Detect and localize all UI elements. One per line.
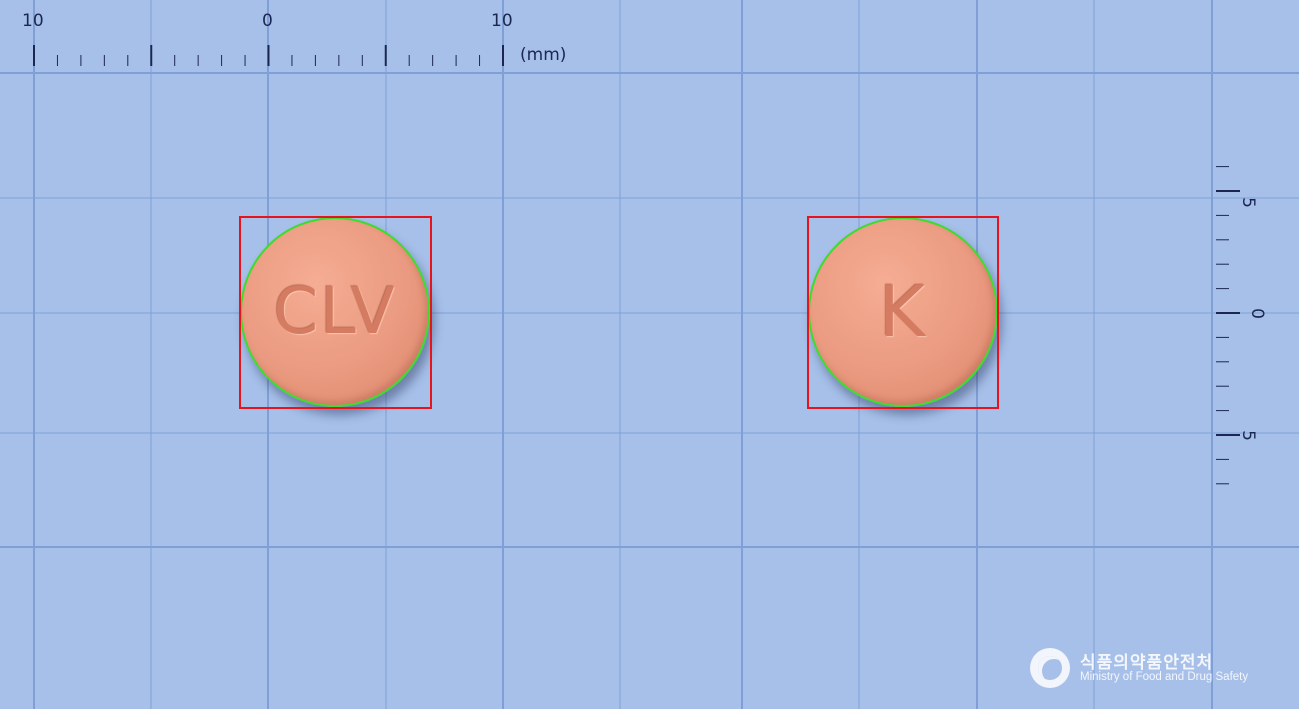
pill-front: CLV — [240, 217, 430, 407]
mfds-logo: 식품의약품안전처 Ministry of Food and Drug Safet… — [1030, 648, 1280, 690]
ruler-right-label-top: 5 — [1237, 197, 1258, 208]
pill-front-bounding-box — [239, 216, 432, 409]
pill-imprint-clv: CLV — [273, 275, 397, 349]
mfds-logo-icon — [1030, 648, 1070, 688]
pill-back-bounding-box — [807, 216, 999, 409]
logo-english-text: Ministry of Food and Drug Safety — [1080, 671, 1249, 683]
ruler-right-label-bottom: 5 — [1237, 430, 1258, 441]
ruler-top-label-right: 10 — [491, 11, 513, 31]
pill-imprint-k: K — [879, 271, 927, 353]
ruler-top-label-center: 0 — [262, 11, 273, 31]
logo-korean-text: 식품의약품안전처 — [1080, 653, 1214, 673]
ruler-top-label-left: 10 — [22, 11, 44, 31]
ruler-right-label-center: 0 — [1246, 308, 1267, 319]
ruler-top-unit: (mm) — [520, 45, 567, 65]
pill-back: K — [808, 217, 998, 407]
